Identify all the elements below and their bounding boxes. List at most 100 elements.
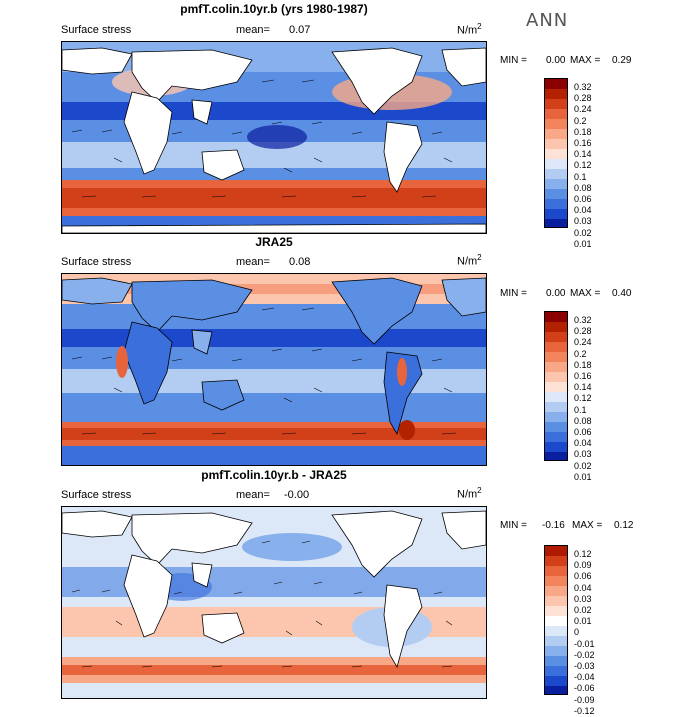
panel-2-level-label: 0.14 xyxy=(574,382,592,393)
panel-2-min-value: 0.00 xyxy=(546,288,566,299)
panel-3-map xyxy=(61,506,487,699)
panel-3-colorbar-swatch xyxy=(545,556,567,566)
panel-1-level-label: 0.32 xyxy=(574,82,592,92)
panel-1-colorbar-swatch xyxy=(545,79,567,89)
panel-1-level-label: 0.1 xyxy=(574,171,587,182)
panel-3-level-label: 0.02 xyxy=(574,605,592,616)
panel-1-colorbar xyxy=(544,78,568,228)
panel-1-colorbar-swatch xyxy=(545,219,567,227)
panel-2-level-label: 0.03 xyxy=(574,449,592,460)
panel-1-colorbar-swatch xyxy=(545,119,567,129)
panel-3-colorbar xyxy=(544,545,568,695)
panel-2-colorbar-swatch xyxy=(545,312,567,322)
panel-3-unit: N/m2 xyxy=(457,486,482,501)
panel-2-mean-value: 0.08 xyxy=(289,256,311,268)
panel-2-colorbar-swatch xyxy=(545,452,567,460)
panel-1-colorbar-swatch xyxy=(545,159,567,169)
panel-1-level-label: 0.2 xyxy=(574,115,587,126)
panel-3-level-label: 0.01 xyxy=(574,616,592,627)
panel-2-level-label: 0.18 xyxy=(574,359,592,370)
panel-3-colorbar-swatch xyxy=(545,616,567,626)
panel-3-level-label: 0.12 xyxy=(574,549,592,559)
panel-1-level-label: 0.06 xyxy=(574,194,592,205)
panel-2-level-label: 0.06 xyxy=(574,427,592,438)
panel-3-level-label: 0 xyxy=(574,627,580,638)
panel-3-level-label: -0.02 xyxy=(574,649,595,660)
panel-3-colorbar-swatch xyxy=(545,636,567,646)
panel-2-mean-label: mean= xyxy=(236,256,270,268)
panel-1-level-label: 0.16 xyxy=(574,138,592,149)
panel-1-level-label: 0.04 xyxy=(574,205,592,216)
season-label: ANN xyxy=(526,10,569,31)
panel-1-min-label: MIN = xyxy=(500,55,527,66)
panel-1-map xyxy=(61,41,487,234)
panel-2-level-label: 0.12 xyxy=(574,393,592,404)
panel-1-title: pmfT.colin.10yr.b (yrs 1980-1987) xyxy=(180,2,368,16)
panel-3-colorbar-labels: 0.12 0.09 0.06 0.04 0.03 0.02 0.01 0 -0.… xyxy=(574,549,595,717)
panel-2-colorbar-swatch xyxy=(545,412,567,422)
panel-1-colorbar-swatch xyxy=(545,189,567,199)
panel-1-colorbar-swatch xyxy=(545,99,567,109)
panel-3-level-label: -0.09 xyxy=(574,694,595,705)
panel-3-mean-value: -0.00 xyxy=(284,489,310,501)
panel-1-level-label: 0.28 xyxy=(574,93,592,104)
panel-3-colorbar-swatch xyxy=(545,576,567,586)
panel-3-colorbar-swatch xyxy=(545,686,567,694)
panel-2-colorbar-swatch xyxy=(545,322,567,332)
panel-3-title: pmfT.colin.10yr.b - JRA25 xyxy=(201,468,347,482)
panel-3-colorbar-swatch xyxy=(545,566,567,576)
panel-1-field: Surface stress xyxy=(61,24,132,36)
panel-1-colorbar-labels: 0.32 0.28 0.24 0.2 0.18 0.16 0.14 0.12 0… xyxy=(574,82,592,250)
panel-3-colorbar-swatch xyxy=(545,656,567,666)
panel-2-level-label: 0.08 xyxy=(574,415,592,426)
panel-2-colorbar-swatch xyxy=(545,342,567,352)
panel-1-max-value: 0.29 xyxy=(612,55,632,66)
panel-3-level-label: 0.04 xyxy=(574,582,592,593)
panel-3-level-label: 0.06 xyxy=(574,571,592,582)
panel-2-level-label: 0.2 xyxy=(574,348,587,359)
panel-2-colorbar-swatch xyxy=(545,392,567,402)
panel-3-colorbar-swatch xyxy=(545,676,567,686)
panel-3-field: Surface stress xyxy=(61,489,132,501)
panel-1-unit: N/m2 xyxy=(457,22,482,37)
panel-1-max-label: MAX = xyxy=(570,55,601,66)
panel-1-level-label: 0.12 xyxy=(574,160,592,171)
panel-2-level-label: 0.04 xyxy=(574,438,592,449)
panel-1-level-label: 0.14 xyxy=(574,149,592,160)
panel-1-colorbar-swatch xyxy=(545,89,567,99)
panel-2-level-label: 0.02 xyxy=(574,460,592,471)
panel-3-min-label: MIN = xyxy=(500,520,527,531)
panel-2-colorbar-swatch xyxy=(545,352,567,362)
panel-2-colorbar-swatch xyxy=(545,432,567,442)
panel-2-level-label: 0.28 xyxy=(574,326,592,337)
panel-3-colorbar-swatch xyxy=(545,596,567,606)
panel-2-map xyxy=(61,273,487,466)
panel-3-colorbar-swatch xyxy=(545,666,567,676)
panel-2-colorbar xyxy=(544,311,568,461)
panel-2-colorbar-swatch xyxy=(545,442,567,452)
panel-3-level-label: 0.03 xyxy=(574,593,592,604)
panel-1-colorbar-swatch xyxy=(545,179,567,189)
panel-3-min-value: -0.16 xyxy=(542,520,565,531)
panel-1-colorbar-swatch xyxy=(545,149,567,159)
panel-2-colorbar-swatch xyxy=(545,422,567,432)
panel-1-mean-label: mean= xyxy=(236,24,270,36)
panel-3-level-label: -0.06 xyxy=(574,683,595,694)
panel-1-mean-value: 0.07 xyxy=(289,24,311,36)
panel-2-colorbar-swatch xyxy=(545,332,567,342)
panel-3-colorbar-swatch xyxy=(545,606,567,616)
panel-1-colorbar-swatch xyxy=(545,109,567,119)
panel-1-level-label: 0.02 xyxy=(574,227,592,238)
panel-3-max-label: MAX = xyxy=(572,520,603,531)
panel-1-colorbar-swatch xyxy=(545,129,567,139)
panel-1-level-label: 0.03 xyxy=(574,216,592,227)
panel-2-colorbar-swatch xyxy=(545,362,567,372)
panel-2-level-label: 0.1 xyxy=(574,404,587,415)
panel-3-level-label: 0.09 xyxy=(574,560,592,571)
panel-3-colorbar-swatch xyxy=(545,546,567,556)
panel-1-level-label: 0.01 xyxy=(574,238,592,249)
panel-2-min-label: MIN = xyxy=(500,288,527,299)
panel-2-level-label: 0.24 xyxy=(574,337,592,348)
panel-1-colorbar-swatch xyxy=(545,139,567,149)
panel-3-colorbar-swatch xyxy=(545,646,567,656)
